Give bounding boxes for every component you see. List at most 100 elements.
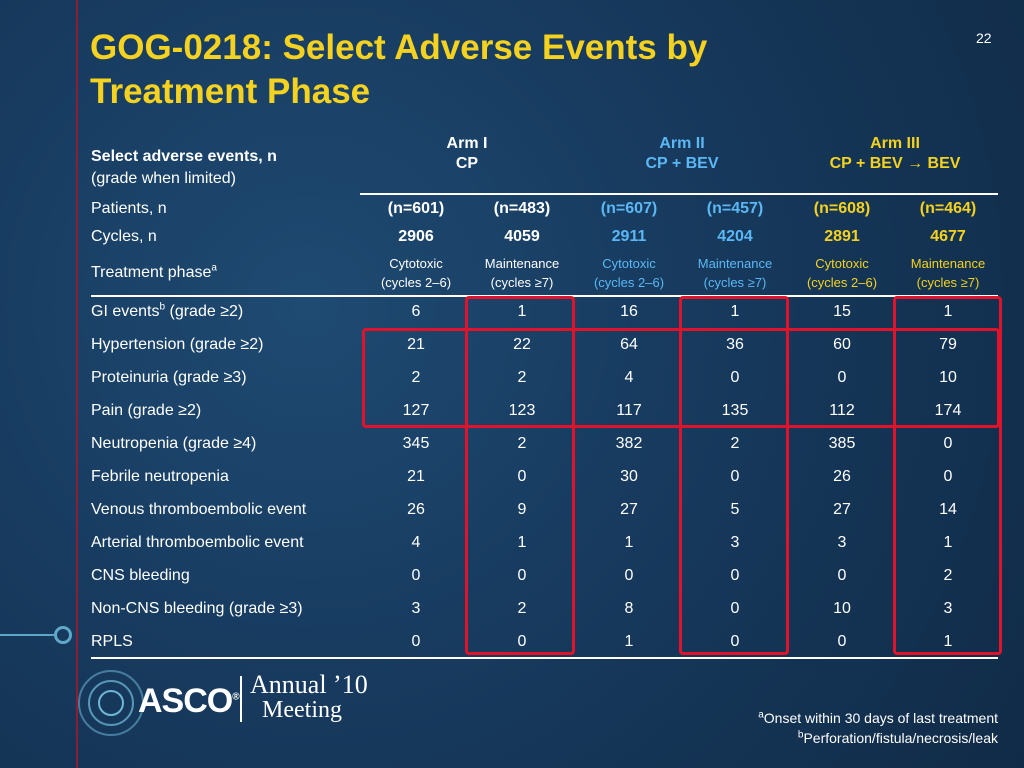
table-cell: 3 xyxy=(837,534,847,551)
phase-range: (cycles 2–6) xyxy=(806,275,878,290)
highlight-key-events xyxy=(362,328,1000,428)
table-cell: 1 xyxy=(517,534,527,551)
patients-cell: (n=464) xyxy=(919,200,977,217)
row-label: CNS bleeding xyxy=(91,566,190,586)
table-header-subtitle: (grade when limited) xyxy=(91,170,236,187)
row-label-text: Febrile neutropenia xyxy=(91,468,229,485)
table-cell: 30 xyxy=(620,468,638,485)
table-cell: 0 xyxy=(943,435,953,452)
highlight-arm3-maintenance xyxy=(893,296,1002,655)
table-cell: 2 xyxy=(517,369,527,386)
table-cell: 1 xyxy=(943,534,953,551)
row-label-text: Proteinuria (grade ≥3) xyxy=(91,369,247,386)
table-cell: 4 xyxy=(411,534,421,551)
phase-label-footnote-marker: a xyxy=(211,262,217,274)
row-label: Hypertension (grade ≥2) xyxy=(91,335,263,355)
table-cell: 10 xyxy=(833,600,851,617)
table-cell: 117 xyxy=(616,402,642,419)
phase-label: Treatment phasea xyxy=(91,263,217,283)
row-label-text: Pain (grade ≥2) xyxy=(91,402,202,419)
table-cell: 3 xyxy=(411,600,421,617)
cycles-cell: 2891 xyxy=(824,228,860,245)
table-cell: 385 xyxy=(828,435,856,452)
cycles-label: Cycles, n xyxy=(91,228,157,245)
patients-cell: (n=607) xyxy=(600,200,658,217)
row-label: Non-CNS bleeding (grade ≥3) xyxy=(91,599,303,619)
table-cell: 0 xyxy=(943,468,953,485)
table-cell: 1 xyxy=(943,633,953,650)
logo-swirl-icon xyxy=(98,690,124,716)
phase-cell: Maintenance (cycles ≥7) xyxy=(680,254,790,292)
slide-title: GOG-0218: Select Adverse Events by Treat… xyxy=(90,26,890,114)
cycles-cell: 4059 xyxy=(504,228,540,245)
table-cell: 1 xyxy=(624,534,634,551)
row-label: GI eventsb (grade ≥2) xyxy=(91,302,243,322)
patients-label: Patients, n xyxy=(91,200,167,217)
slide-number: 22 xyxy=(976,30,992,46)
table-cell: 10 xyxy=(939,369,957,386)
table-cell: 2 xyxy=(411,369,421,386)
row-label-text: Hypertension (grade ≥2) xyxy=(91,336,264,353)
phase-name: Cytotoxic xyxy=(389,256,443,271)
table-cell: 0 xyxy=(624,567,634,584)
body-bottom-divider xyxy=(91,657,998,659)
asco-text: ASCO xyxy=(138,682,233,720)
table-cell: 36 xyxy=(726,336,744,353)
row-label: Pain (grade ≥2) xyxy=(91,401,201,421)
phase-label-text: Treatment phase xyxy=(91,264,212,281)
table-cell: 1 xyxy=(517,303,527,320)
phase-cell: Cytotoxic (cycles 2–6) xyxy=(361,254,471,292)
left-accent-dot xyxy=(54,626,72,644)
row-label: Proteinuria (grade ≥3) xyxy=(91,368,247,388)
footnote-a-marker: a xyxy=(758,709,764,721)
footnote-b-text: Perforation/fistula/necrosis/leak xyxy=(803,730,998,746)
table-cell: 3 xyxy=(730,534,740,551)
table-cell: 112 xyxy=(829,402,855,419)
left-accent-stub xyxy=(0,634,54,636)
table-header-title: Select adverse events, n xyxy=(91,148,277,165)
table-cell: 4 xyxy=(624,369,634,386)
table-cell: 345 xyxy=(402,435,430,452)
table-cell: 26 xyxy=(833,468,851,485)
table-cell: 123 xyxy=(508,402,536,419)
table-cell: 0 xyxy=(730,369,740,386)
footnote-a-text: Onset within 30 days of last treatment xyxy=(763,710,998,726)
table-cell: 2 xyxy=(517,600,527,617)
table-cell: 1 xyxy=(624,633,634,650)
arm-1-header: Arm I CP xyxy=(367,134,567,174)
phase-name: Maintenance xyxy=(910,256,986,271)
row-label: Neutropenia (grade ≥4) xyxy=(91,434,256,454)
phase-range: (cycles 2–6) xyxy=(593,275,665,290)
table-cell: 0 xyxy=(517,468,527,485)
asco-wordmark: ASCO® xyxy=(138,682,240,721)
phase-range: (cycles ≥7) xyxy=(490,275,554,290)
row-label-suffix: (grade ≥2) xyxy=(165,303,244,320)
table-cell: 15 xyxy=(833,303,851,320)
table-cell: 0 xyxy=(730,468,740,485)
row-label-footnote-marker: b xyxy=(159,301,166,313)
table-cell: 0 xyxy=(411,633,421,650)
phase-cell: Maintenance (cycles ≥7) xyxy=(893,254,1003,292)
slide-title-line2: Treatment Phase xyxy=(90,72,371,111)
annual-text: Annual ’10 xyxy=(250,670,368,699)
table-header-label: Select adverse events, n (grade when lim… xyxy=(91,146,277,190)
table-cell: 0 xyxy=(517,633,527,650)
table-cell: 0 xyxy=(837,633,847,650)
phase-range: (cycles 2–6) xyxy=(380,275,452,290)
table-cell: 0 xyxy=(730,567,740,584)
table-cell: 0 xyxy=(837,369,847,386)
table-cell: 21 xyxy=(407,336,425,353)
arm-2-name: Arm II xyxy=(659,135,705,152)
table-cell: 174 xyxy=(934,402,962,419)
phase-cell: Cytotoxic (cycles 2–6) xyxy=(787,254,897,292)
meeting-text: Meeting xyxy=(262,697,342,723)
highlight-arm2-maintenance xyxy=(679,296,789,655)
table-cell: 127 xyxy=(402,402,430,419)
table-cell: 27 xyxy=(620,501,638,518)
footnote-b-marker: b xyxy=(797,729,804,741)
row-label-text: Non-CNS bleeding (grade ≥3) xyxy=(91,600,303,617)
table-cell: 27 xyxy=(833,501,851,518)
table-cell: 5 xyxy=(730,501,740,518)
cycles-cell: 4204 xyxy=(717,228,753,245)
row-label-text: Arterial thromboembolic event xyxy=(91,534,304,551)
